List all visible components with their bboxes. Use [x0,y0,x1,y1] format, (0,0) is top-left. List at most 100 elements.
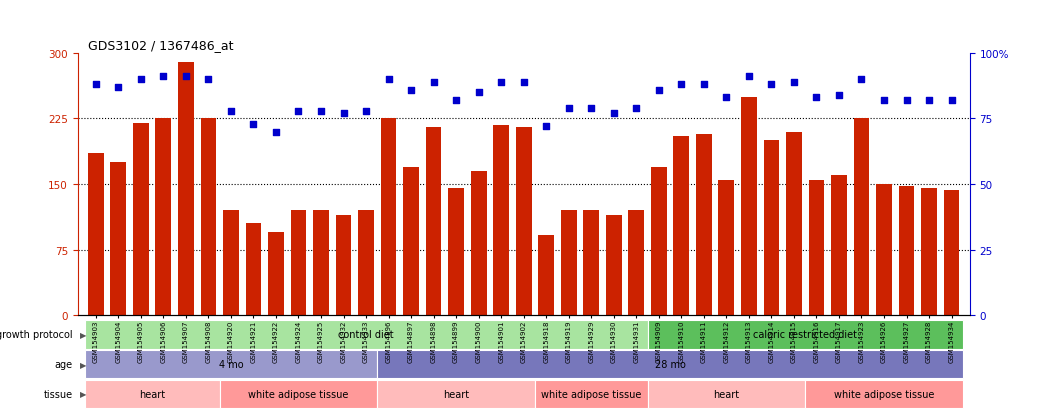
Bar [85,380,220,408]
Point [471,90,487,96]
Bar [85,350,377,379]
Point [831,92,847,99]
Bar [290,211,306,316]
Point [898,97,915,104]
Bar [358,211,374,316]
Point [763,82,780,88]
Point [944,97,960,104]
Bar [673,137,690,316]
Bar [515,128,532,316]
Point [808,95,824,102]
Text: 4 mo: 4 mo [219,359,244,369]
Point [200,76,217,83]
Bar [403,167,419,316]
Point [448,97,465,104]
Bar [763,141,779,316]
Bar [719,180,734,316]
Text: growth protocol: growth protocol [0,330,73,339]
Bar [647,320,962,349]
Point [381,76,397,83]
Bar [220,380,377,408]
Text: white adipose tissue: white adipose tissue [541,389,642,399]
Point [583,105,599,112]
Point [87,82,104,88]
Bar [200,119,217,316]
Bar [809,180,824,316]
Text: white adipose tissue: white adipose tissue [248,389,348,399]
Bar [535,380,647,408]
Bar [313,211,329,316]
Text: white adipose tissue: white adipose tissue [834,389,934,399]
Bar [269,233,284,316]
Text: ▶: ▶ [80,389,86,399]
Point [875,97,892,104]
Point [268,129,284,135]
Bar [584,211,599,316]
Bar [944,191,959,316]
Bar [741,97,757,316]
Text: tissue: tissue [44,389,73,399]
Bar [223,211,239,316]
Bar [246,224,261,316]
Bar [85,320,647,349]
Bar [805,380,962,408]
Text: heart: heart [713,389,739,399]
Text: heart: heart [139,389,165,399]
Bar [494,125,509,316]
Bar [647,380,805,408]
Point [538,124,555,131]
Point [696,82,712,88]
Text: heart: heart [443,389,469,399]
Bar [377,380,535,408]
Point [786,79,803,86]
Point [177,74,194,81]
Bar [921,189,937,316]
Point [853,76,870,83]
Bar [110,163,127,316]
Bar [876,185,892,316]
Bar [381,119,396,316]
Bar [336,215,352,316]
Point [133,76,149,83]
Point [718,95,734,102]
Bar [561,211,577,316]
Bar [651,167,667,316]
Bar [899,186,915,316]
Point [402,87,419,94]
Point [110,84,127,91]
Text: control diet: control diet [338,330,394,339]
Text: 28 mo: 28 mo [654,359,685,369]
Point [358,108,374,114]
Bar [471,171,486,316]
Text: ▶: ▶ [80,330,86,339]
Text: GDS3102 / 1367486_at: GDS3102 / 1367486_at [88,39,233,52]
Bar [133,123,148,316]
Bar [178,62,194,316]
Bar [786,132,802,316]
Bar [156,119,171,316]
Point [245,121,261,128]
Bar [377,350,962,379]
Point [921,97,937,104]
Point [650,87,667,94]
Text: caloric restricted diet: caloric restricted diet [753,330,858,339]
Bar [628,211,644,316]
Point [673,82,690,88]
Point [493,79,509,86]
Bar [426,128,442,316]
Bar [606,215,621,316]
Text: ▶: ▶ [80,360,86,369]
Point [335,111,352,117]
Point [290,108,307,114]
Point [740,74,757,81]
Bar [448,189,464,316]
Point [606,111,622,117]
Point [313,108,330,114]
Point [515,79,532,86]
Point [425,79,442,86]
Bar [853,119,869,316]
Bar [831,176,847,316]
Point [223,108,240,114]
Point [156,74,172,81]
Bar [538,235,554,316]
